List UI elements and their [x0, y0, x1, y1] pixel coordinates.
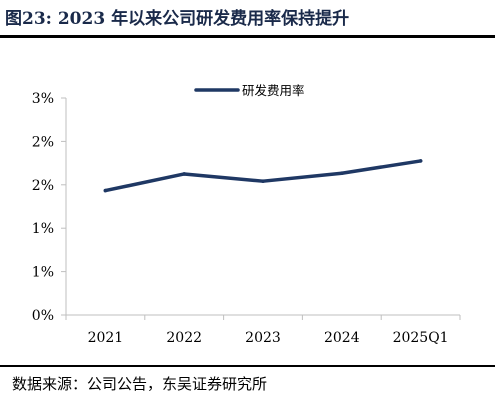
x-tick-label: 2024 [324, 330, 360, 346]
legend: 研发费用率 [194, 83, 305, 98]
title-rule [0, 35, 495, 38]
series-layer [103, 159, 423, 193]
source-note: 数据来源：公司公告，东吴证券研究所 [12, 375, 268, 393]
x-tick-label: 2022 [166, 330, 202, 346]
y-tick-label: 3% [32, 91, 54, 107]
axes [65, 98, 460, 316]
source-rule [0, 365, 495, 367]
y-tick-label: 2% [32, 178, 54, 194]
y-axis-ticks: 0% 1% 1% 2% 2% 3% [32, 91, 66, 324]
line-chart: 0% 1% 1% 2% 2% 3% 2021 2022 2023 2024 2025Q1 研发费用… [32, 83, 461, 346]
x-tick-label: 2021 [88, 330, 124, 346]
x-axis-ticks: 2021 2022 2023 2024 2025Q1 [65, 315, 461, 346]
x-tick-label: 2023 [245, 330, 281, 346]
data-point [418, 159, 423, 163]
data-point [182, 172, 186, 176]
legend-label: 研发费用率 [242, 83, 305, 98]
series-line [103, 159, 423, 193]
y-tick-label: 1% [32, 265, 54, 281]
x-tick-label: 2025Q1 [393, 330, 449, 346]
data-point [103, 188, 108, 193]
figure-title: 图23: 2023 年以来公司研发费用率保持提升 [5, 9, 350, 29]
y-tick-label: 1% [32, 221, 54, 237]
y-tick-label: 2% [32, 134, 54, 150]
y-tick-label: 0% [32, 308, 54, 324]
data-point [340, 171, 344, 176]
data-point [261, 179, 265, 183]
